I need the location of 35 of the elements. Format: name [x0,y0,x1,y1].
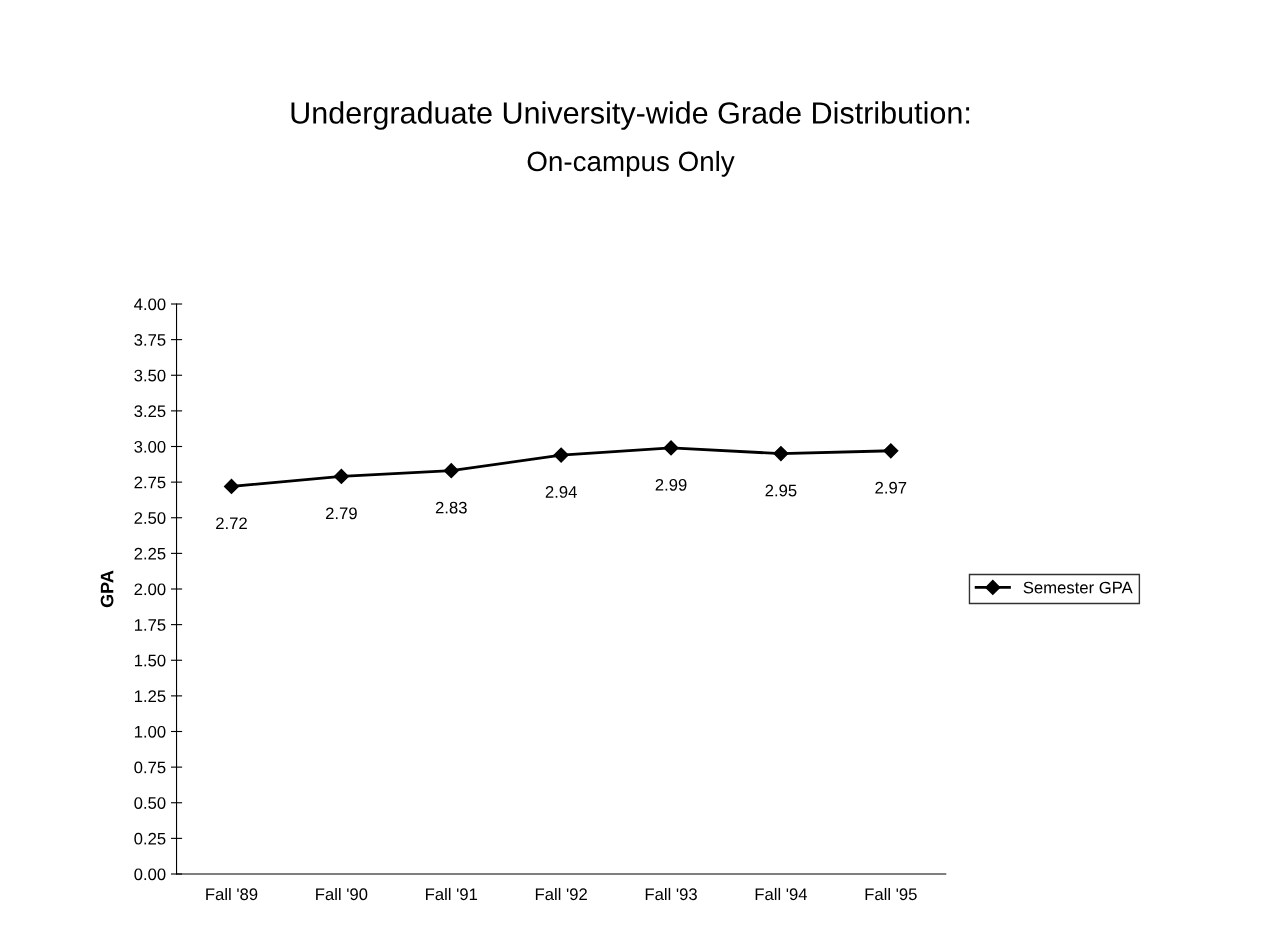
data-label: 2.97 [875,481,907,494]
y-tick-label: 0.75 [134,761,166,774]
x-tick-label: Fall '89 [206,887,258,901]
y-tick-label: 1.75 [134,619,166,631]
y-tick-label: 1.25 [134,690,166,703]
x-tick-label: Fall '90 [316,887,368,901]
y-tick-label: 1.00 [134,725,166,738]
y-tick-label: 3.75 [134,334,166,346]
x-tick-label: Fall '95 [865,887,917,901]
legend-label: Semester GPA [1023,581,1133,594]
y-tick-label: 3.50 [134,369,166,382]
y-axis-title: GPA [100,570,114,608]
x-tick-label: Fall '93 [645,887,697,901]
data-label: 2.83 [435,501,467,514]
x-tick-label: Fall '92 [535,887,587,901]
data-label: 2.79 [325,507,357,520]
chart-subtitle: On-campus Only [527,150,735,177]
y-tick-label: 0.50 [134,797,166,809]
y-tick-label: 0.25 [134,832,166,845]
data-label: 2.99 [655,478,687,491]
data-label: 2.72 [216,517,247,530]
y-tick-label: 0.00 [134,868,166,881]
y-tick-label: 1.50 [134,654,166,667]
chart-title: Undergraduate University-wide Grade Distribution: [291,101,970,130]
y-tick-label: 3.25 [134,405,166,418]
x-tick-label: Fall '94 [755,887,808,901]
y-tick-label: 4.00 [134,298,166,311]
y-tick-label: 2.25 [134,547,166,560]
y-tick-label: 2.00 [134,583,166,596]
y-tick-label: 2.50 [134,512,166,524]
x-tick-label: Fall '91 [426,887,478,901]
y-tick-label: 2.75 [134,476,166,489]
data-label: 2.94 [545,486,577,498]
data-label: 2.95 [765,484,797,497]
y-tick-label: 3.00 [134,440,166,453]
